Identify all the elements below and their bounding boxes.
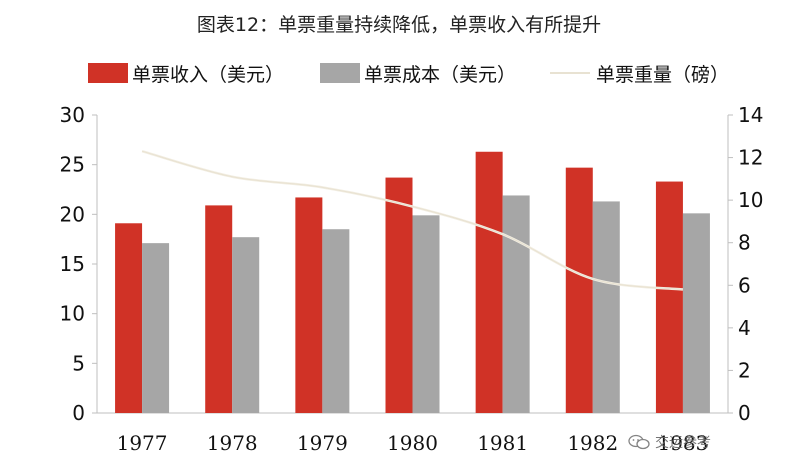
- bar-cost: [502, 195, 530, 413]
- bar-cost: [232, 237, 260, 413]
- legend-item-cost: 单票成本（美元）: [320, 58, 516, 88]
- x-tick-label: 1980: [387, 431, 438, 455]
- bar-revenue: [655, 181, 683, 413]
- chart-title: 图表12：单票重量持续降低，单票收入有所提升: [196, 14, 602, 36]
- watermark-text: 交运参考: [655, 435, 711, 451]
- left-tick-label: 20: [60, 202, 85, 226]
- right-tick-label: 12: [738, 146, 763, 170]
- legend-label-cost: 单票成本（美元）: [364, 63, 517, 86]
- left-tick-label: 15: [60, 252, 85, 276]
- left-tick-label: 30: [60, 103, 85, 127]
- bar-cost: [592, 201, 620, 413]
- legend-label-revenue: 单票收入（美元）: [132, 63, 285, 86]
- right-tick-label: 0: [738, 401, 751, 425]
- bar-revenue: [205, 205, 233, 413]
- bar-revenue: [385, 177, 413, 413]
- bar-cost: [682, 213, 710, 413]
- x-tick-label: 1981: [477, 431, 528, 455]
- legend-item-revenue: 单票收入（美元）: [88, 58, 284, 88]
- x-tick-label: 1978: [207, 431, 258, 455]
- left-tick-label: 10: [60, 302, 85, 326]
- left-tick-label: 25: [60, 153, 85, 177]
- x-tick-label: 1977: [117, 431, 168, 455]
- bar-revenue: [565, 167, 593, 413]
- x-tick-label: 1983: [657, 431, 708, 455]
- bar-cost: [142, 243, 170, 413]
- bar-revenue: [475, 151, 503, 413]
- legend-swatch-weight: [550, 72, 590, 74]
- x-tick-label: 1979: [297, 431, 348, 455]
- bar-cost: [322, 229, 350, 413]
- legend-swatch-revenue: [88, 63, 128, 83]
- watermark: 交运参考: [628, 432, 711, 452]
- left-tick-label: 5: [72, 351, 85, 375]
- line-weight-edge: [141, 150, 683, 291]
- bar-revenue: [295, 197, 323, 413]
- legend-swatch-cost: [320, 63, 360, 83]
- bar-cost: [412, 215, 440, 413]
- legend-label-weight: 单票重量（磅）: [596, 63, 730, 86]
- right-tick-label: 6: [738, 273, 751, 297]
- x-tick-label: 1982: [567, 431, 618, 455]
- right-tick-label: 10: [738, 188, 763, 212]
- legend-item-weight: 单票重量（磅）: [550, 58, 729, 88]
- bar-revenue: [115, 223, 143, 413]
- right-tick-label: 2: [738, 358, 751, 382]
- right-tick-label: 4: [738, 316, 751, 340]
- right-tick-label: 14: [738, 103, 763, 127]
- wechat-icon: [628, 434, 650, 450]
- left-tick-label: 0: [72, 401, 85, 425]
- right-tick-label: 8: [738, 231, 751, 255]
